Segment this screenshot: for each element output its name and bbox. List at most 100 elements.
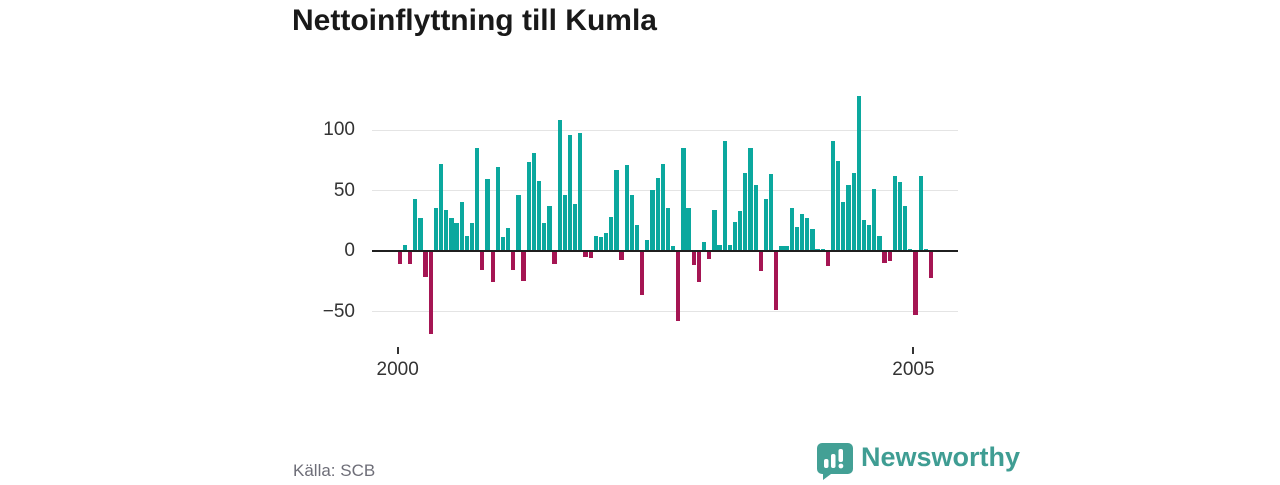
- bar: [609, 216, 614, 251]
- gridline: [372, 190, 958, 192]
- bar: [727, 244, 732, 251]
- bar: [701, 242, 707, 251]
- y-axis-tick-label: 50: [333, 179, 355, 201]
- y-axis-tick-label: 0: [344, 240, 355, 262]
- bar: [655, 178, 660, 251]
- bar: [552, 251, 557, 264]
- bar: [526, 162, 531, 251]
- bar: [573, 203, 578, 251]
- bar: [531, 152, 537, 251]
- bar: [619, 251, 624, 261]
- bar: [469, 222, 475, 251]
- bar: [490, 251, 495, 282]
- bar: [918, 175, 923, 251]
- gridline: [372, 129, 958, 131]
- bar: [903, 205, 908, 251]
- bar: [866, 225, 872, 251]
- zero-axis-line: [372, 249, 958, 252]
- chart-title: Nettoinflyttning till Kumla: [292, 4, 657, 37]
- bar: [696, 251, 702, 282]
- bar: [408, 251, 413, 264]
- bar: [825, 251, 830, 267]
- bar: [588, 251, 593, 258]
- bar: [830, 140, 836, 251]
- bar: [578, 133, 583, 251]
- bar: [495, 167, 500, 251]
- bar: [547, 205, 552, 251]
- x-axis-tick: [396, 347, 399, 354]
- bar: [428, 251, 433, 334]
- bar: [861, 220, 867, 251]
- bar: [748, 147, 753, 251]
- bar: [732, 221, 738, 251]
- bar: [872, 188, 877, 251]
- bar: [542, 222, 547, 251]
- bar: [418, 218, 423, 251]
- x-axis-tick: [912, 347, 915, 354]
- bar: [402, 244, 408, 251]
- bar: [438, 163, 444, 251]
- bar: [444, 209, 449, 251]
- bar: [454, 222, 459, 251]
- bar: [722, 140, 727, 251]
- bar: [562, 195, 567, 251]
- bar: [676, 251, 681, 321]
- bar: [763, 198, 769, 251]
- brand-name: Newsworthy: [861, 442, 1021, 472]
- bar: [485, 179, 490, 251]
- bar: [877, 236, 882, 251]
- bar: [516, 195, 521, 251]
- bar: [475, 147, 480, 251]
- bar: [660, 163, 665, 251]
- bar: [799, 214, 805, 251]
- bar: [758, 251, 763, 272]
- bar: [567, 134, 573, 251]
- bar: [449, 218, 454, 251]
- source-note: Källa: SCB: [293, 461, 376, 480]
- bar: [794, 226, 800, 251]
- bar: [774, 251, 779, 310]
- newsworthy-icon: [814, 440, 854, 485]
- bar: [598, 237, 604, 251]
- bar: [851, 173, 856, 251]
- bar: [511, 251, 516, 270]
- bar: [413, 198, 418, 251]
- plot-area: [372, 85, 958, 355]
- bar: [640, 251, 645, 296]
- bar: [810, 228, 815, 251]
- bar: [650, 190, 655, 251]
- bar: [505, 227, 511, 251]
- bar: [836, 161, 841, 251]
- bar: [738, 210, 743, 251]
- bar: [459, 202, 464, 251]
- bar: [464, 236, 469, 251]
- bar: [521, 251, 526, 281]
- bar: [846, 185, 851, 251]
- bar: [805, 218, 810, 251]
- bar: [624, 164, 629, 251]
- bar: [856, 95, 861, 251]
- gridline: [372, 311, 958, 313]
- bar: [681, 147, 686, 251]
- bar: [593, 236, 598, 251]
- bar: [882, 251, 887, 263]
- bar: [743, 173, 748, 251]
- bar: [397, 251, 402, 264]
- bar: [779, 245, 784, 251]
- brand-logo: Newsworthy: [814, 440, 1020, 485]
- bar: [686, 208, 691, 251]
- bar: [691, 251, 696, 265]
- bar: [500, 237, 506, 251]
- bar: [614, 169, 619, 251]
- bar: [536, 180, 542, 251]
- bar: [433, 208, 439, 251]
- bar: [645, 239, 650, 251]
- bar: [897, 181, 903, 251]
- bar: [629, 195, 634, 251]
- bar: [583, 251, 588, 257]
- bar: [712, 209, 717, 251]
- bar: [753, 185, 758, 251]
- x-axis-tick-label: 2005: [892, 359, 935, 380]
- bar: [717, 244, 722, 251]
